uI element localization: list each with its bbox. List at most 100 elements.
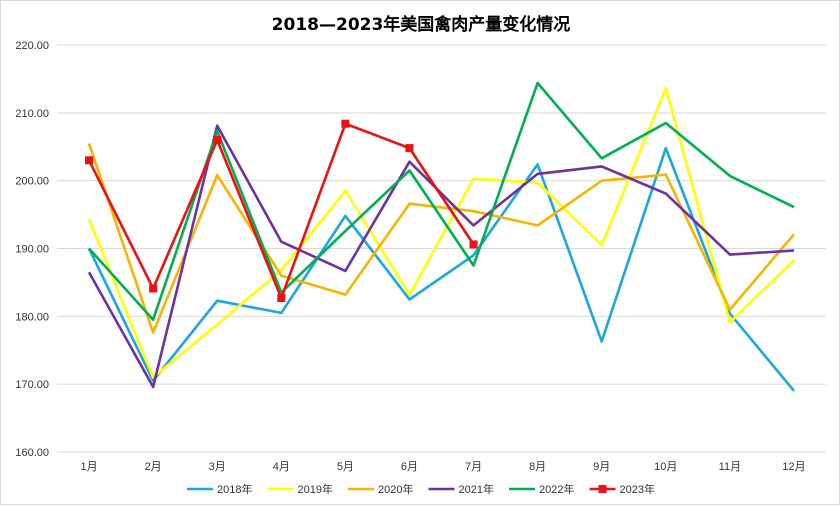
x-tick-label: 4月 (273, 461, 290, 473)
data-point (216, 323, 218, 325)
data-point (216, 130, 218, 132)
data-point (88, 271, 90, 273)
data-point (665, 147, 667, 149)
legend-item: 2021年 (428, 482, 494, 496)
legend-label: 2021年 (459, 482, 494, 496)
data-point (793, 249, 795, 251)
series-4 (87, 124, 795, 389)
data-point (344, 215, 346, 217)
data-point (601, 340, 603, 342)
y-tick-label: 190.00 (15, 244, 49, 256)
x-tick-label: 7月 (465, 461, 482, 473)
data-point (665, 173, 667, 175)
data-point (408, 169, 410, 171)
data-point (408, 298, 410, 300)
x-tick-label: 3月 (209, 461, 226, 473)
data-point (344, 270, 346, 272)
series-lines (85, 81, 796, 392)
x-tick-label: 9月 (593, 461, 610, 473)
data-point (536, 182, 538, 184)
y-tick-label: 160.00 (15, 447, 49, 459)
series-1 (87, 146, 796, 392)
data-point (88, 247, 90, 249)
data-point (793, 233, 795, 235)
y-tick-label: 220.00 (15, 40, 49, 52)
series-line (88, 81, 795, 322)
legend-item: 2022年 (509, 482, 574, 496)
data-point (469, 240, 478, 249)
data-point (536, 82, 538, 84)
legend-item: 2018年 (187, 482, 252, 496)
data-point (729, 308, 731, 310)
series-line (87, 87, 795, 379)
data-point (149, 284, 158, 293)
legend-label: 2020年 (378, 482, 413, 496)
y-tick-label: 210.00 (15, 108, 49, 120)
data-point (601, 165, 603, 167)
data-point (665, 122, 667, 124)
data-point (344, 293, 346, 295)
data-point (280, 274, 282, 276)
y-tick-label: 200.00 (15, 176, 49, 188)
legend-label: 2018年 (217, 482, 252, 496)
series-3 (87, 142, 795, 334)
data-point (216, 300, 218, 302)
x-tick-label: 5月 (337, 461, 354, 473)
legend: 2018年 2019年 2020年 2021年 2022年 2023年 (187, 482, 655, 496)
y-axis-tick-labels: 160.00 170.00 180.00 190.00 200.00 210.00 220.… (15, 40, 49, 459)
gridlines (57, 44, 826, 453)
data-point (152, 319, 154, 321)
data-point (536, 173, 538, 175)
series-line (87, 142, 795, 334)
y-tick-label: 180.00 (15, 311, 49, 323)
series-5 (88, 81, 795, 322)
data-point (601, 179, 603, 181)
data-point (729, 175, 731, 177)
data-point (277, 294, 286, 303)
data-point (472, 177, 474, 179)
data-point (601, 244, 603, 246)
data-point (408, 160, 410, 162)
data-point (344, 190, 346, 192)
series-6 (85, 119, 478, 303)
x-tick-label: 1月 (80, 461, 97, 473)
data-point (405, 144, 414, 153)
x-tick-label: 10月 (654, 461, 677, 473)
legend-label: 2023年 (620, 482, 655, 496)
data-point (216, 174, 218, 176)
data-point (408, 203, 410, 205)
data-point (88, 218, 90, 220)
data-point (536, 163, 538, 165)
legend-label: 2019年 (298, 482, 333, 496)
legend-item: 2023年 (589, 482, 655, 496)
data-point (472, 224, 474, 226)
data-point (665, 87, 667, 89)
x-tick-label: 11月 (719, 461, 741, 473)
x-tick-label: 12月 (782, 461, 805, 473)
data-point (344, 230, 346, 232)
data-point (472, 264, 474, 266)
data-point (280, 312, 282, 314)
data-point (793, 206, 795, 208)
x-tick-label: 6月 (401, 461, 418, 473)
series-line (87, 124, 795, 389)
data-point (793, 390, 795, 392)
series-2 (87, 87, 795, 379)
data-point (601, 157, 603, 159)
data-point (85, 156, 94, 165)
data-point (793, 259, 795, 261)
data-point (88, 142, 90, 144)
legend-marker (598, 485, 607, 493)
data-point (341, 119, 350, 128)
legend-item: 2019年 (267, 482, 333, 496)
data-point (213, 135, 222, 144)
data-point (536, 224, 538, 226)
data-point (152, 386, 154, 388)
legend-item: 2020年 (348, 482, 413, 496)
series-line (87, 146, 796, 392)
data-point (216, 125, 218, 127)
data-point (729, 321, 731, 323)
data-point (408, 293, 410, 295)
